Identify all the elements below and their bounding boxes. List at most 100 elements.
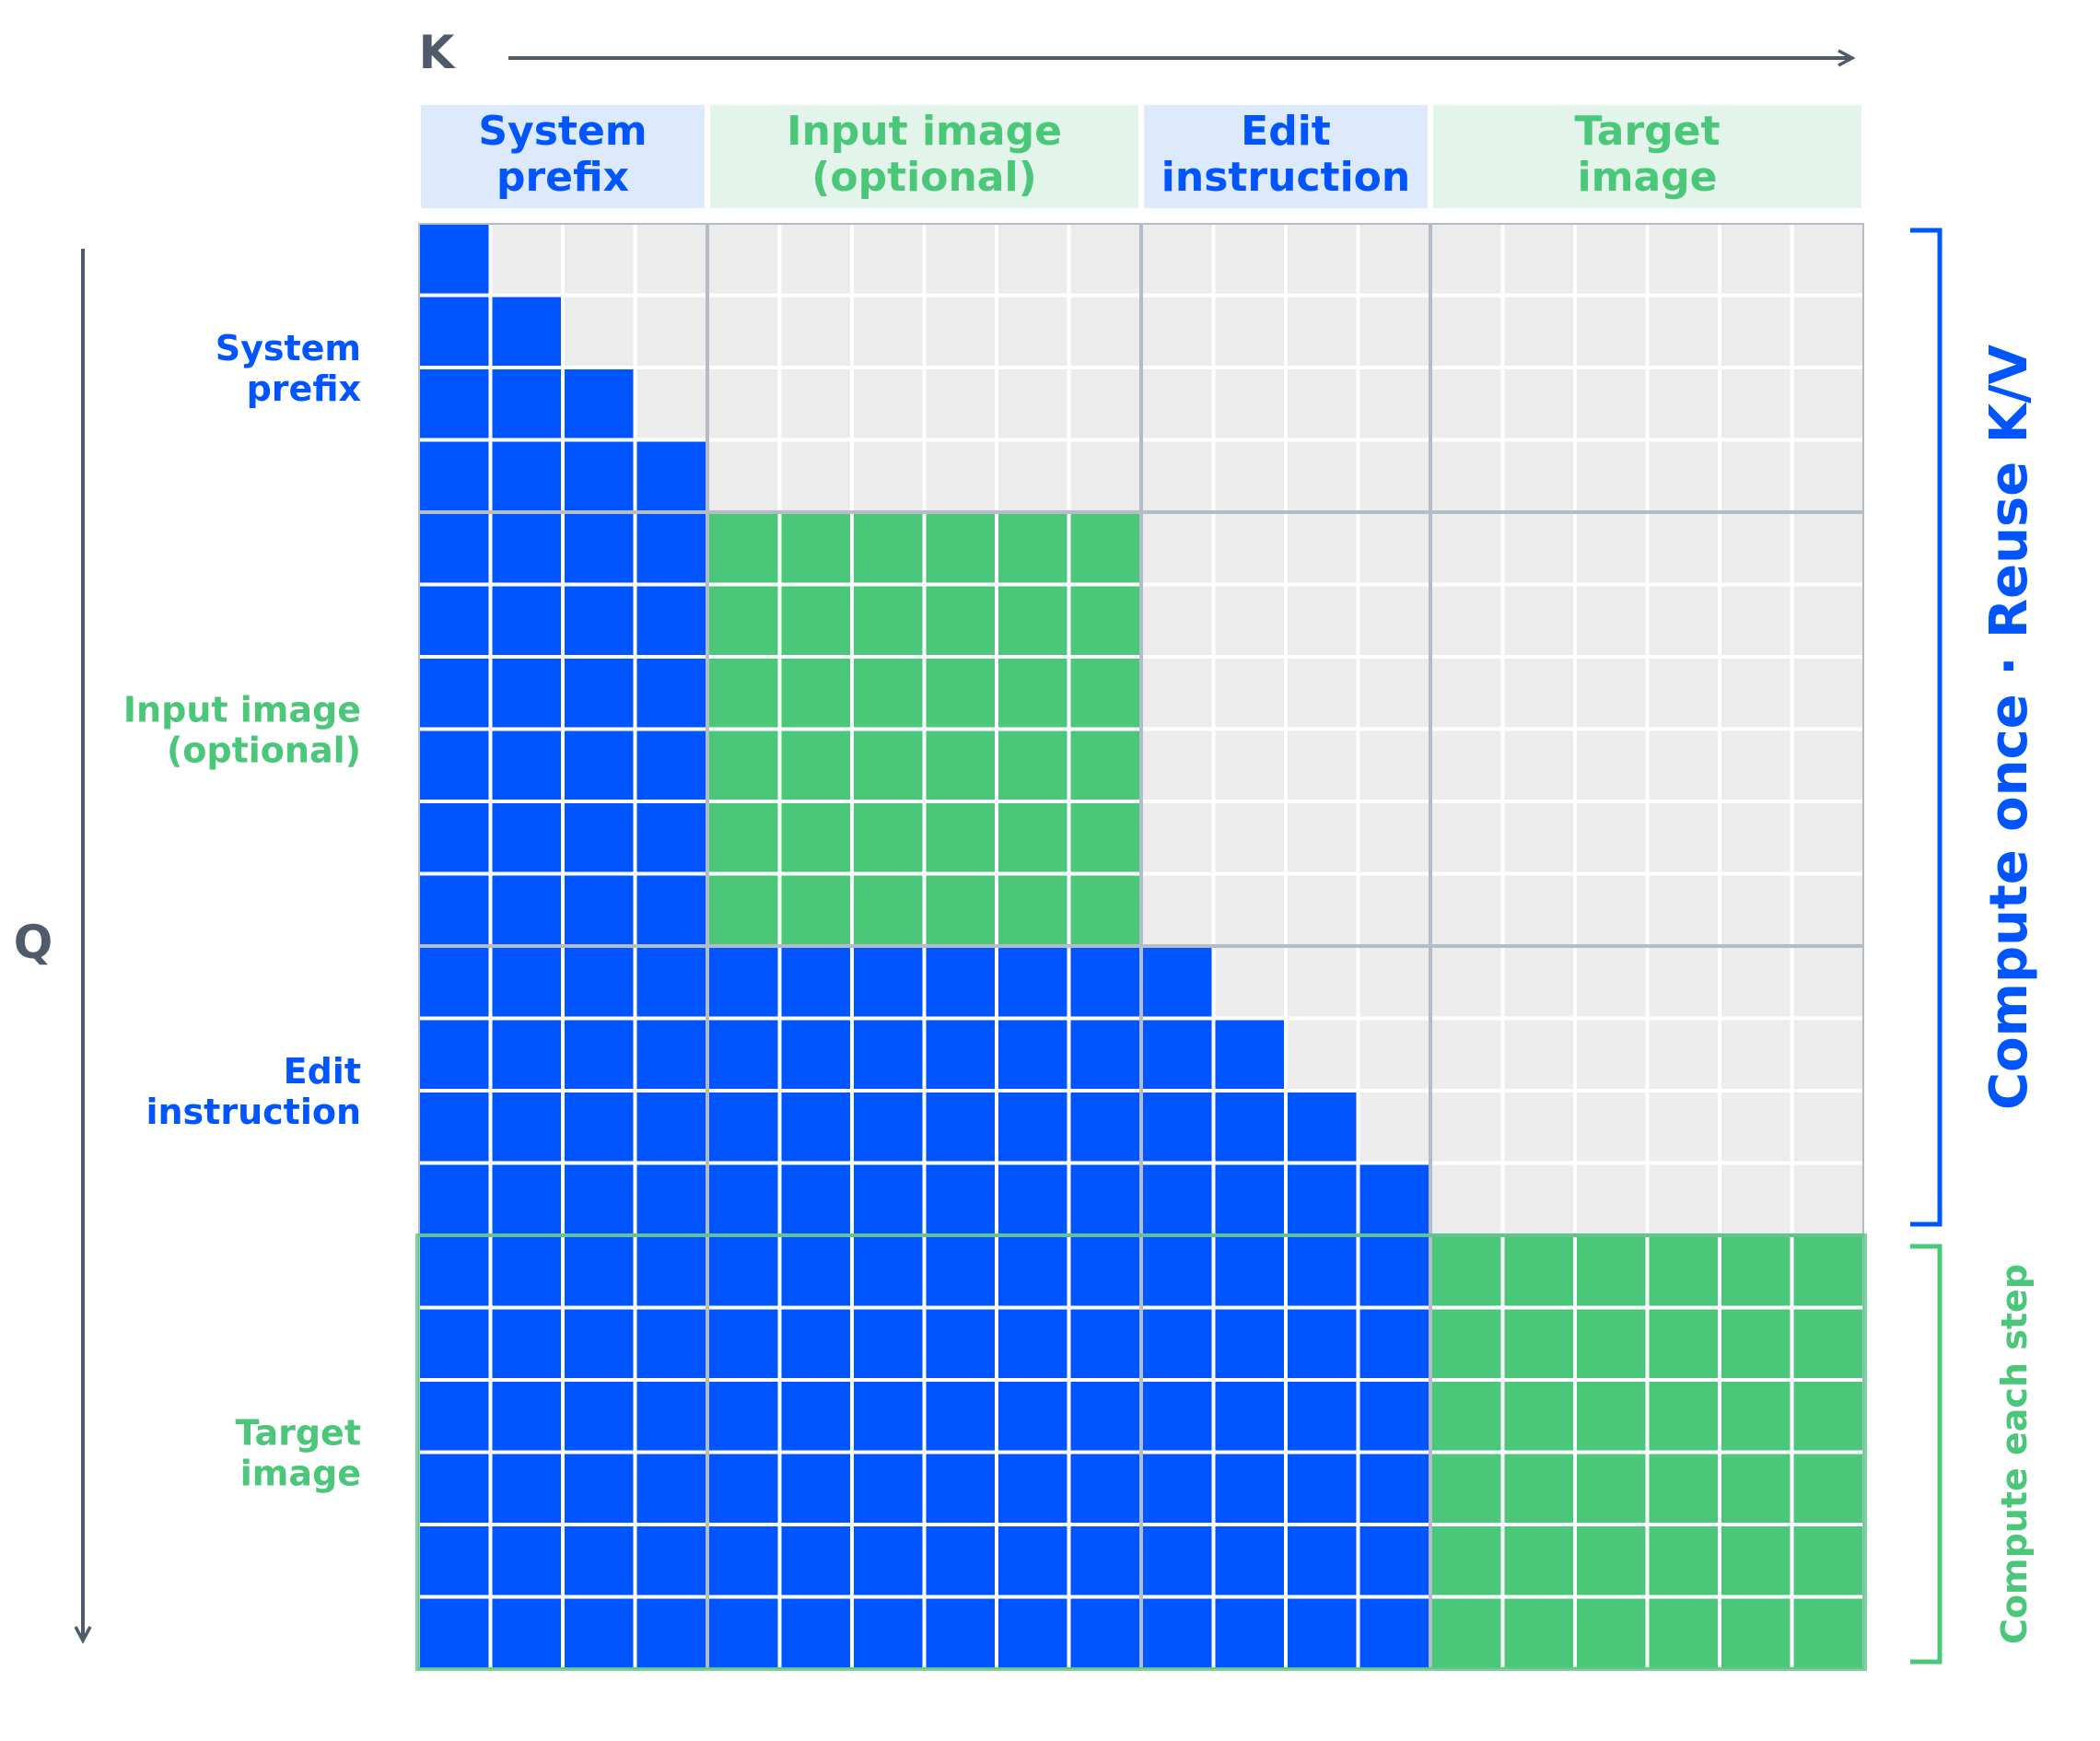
matrix-cell <box>1432 369 1501 438</box>
matrix-cell <box>1649 1598 1718 1667</box>
column-header-target-image: image <box>1578 154 1718 201</box>
matrix-cell <box>1721 1164 1791 1233</box>
matrix-cell <box>1070 730 1139 800</box>
matrix-cell <box>492 1382 561 1451</box>
matrix-cell <box>1577 1164 1646 1233</box>
matrix-cell <box>1504 875 1573 944</box>
matrix-cell <box>998 1093 1068 1162</box>
matrix-cell <box>492 586 561 655</box>
matrix-cell <box>492 369 561 438</box>
matrix-cell <box>998 948 1068 1017</box>
target-query-band <box>415 1233 1867 1671</box>
matrix-cell <box>1143 514 1212 583</box>
matrix-cell <box>1504 1598 1573 1667</box>
matrix-cell <box>1288 1164 1357 1233</box>
matrix-cell <box>1359 1237 1429 1306</box>
matrix-cell <box>1288 514 1357 583</box>
block-border <box>1141 223 1430 512</box>
matrix-cell <box>1577 1526 1646 1595</box>
matrix-cell <box>1432 586 1501 655</box>
matrix-cell <box>1143 659 1212 728</box>
matrix-cell <box>1721 1454 1791 1523</box>
matrix-cell <box>1215 441 1284 510</box>
matrix-cell <box>492 1309 561 1378</box>
matrix-cell <box>1359 1526 1429 1595</box>
reuse-bracket <box>1910 228 1942 1227</box>
matrix-cell <box>420 297 489 366</box>
matrix-cell <box>1070 948 1139 1017</box>
matrix-cell <box>420 730 489 800</box>
matrix-cell <box>1504 225 1573 294</box>
matrix-cell <box>1432 1020 1501 1089</box>
matrix-cell <box>781 1020 850 1089</box>
matrix-cell <box>1504 1454 1573 1523</box>
matrix-cell <box>1649 1454 1718 1523</box>
matrix-cell <box>420 1382 489 1451</box>
matrix-cell <box>636 1598 706 1667</box>
k-axis-label: K <box>419 26 457 79</box>
matrix-cell <box>709 441 778 510</box>
matrix-cell <box>709 225 778 294</box>
matrix-cell <box>1504 803 1573 872</box>
matrix-cell <box>1577 514 1646 583</box>
matrix-cell <box>1143 803 1212 872</box>
matrix-cell <box>1288 659 1357 728</box>
matrix-cell <box>565 659 634 728</box>
matrix-cell <box>636 1454 706 1523</box>
matrix-cell <box>1143 441 1212 510</box>
matrix-cell <box>1070 369 1139 438</box>
matrix-cell <box>1143 1454 1212 1523</box>
matrix-cell <box>709 1598 778 1667</box>
matrix-cell <box>565 730 634 800</box>
matrix-cell <box>1793 875 1862 944</box>
matrix-cell <box>1793 1020 1862 1089</box>
matrix-cell <box>565 1526 634 1595</box>
matrix-cell <box>1215 225 1284 294</box>
matrix-cell <box>1288 1020 1357 1089</box>
matrix-cell <box>1143 1237 1212 1306</box>
matrix-cell <box>1070 659 1139 728</box>
matrix-cell <box>1649 659 1718 728</box>
matrix-cell <box>1577 225 1646 294</box>
brackets: Compute once · Reuse K/V Compute each ste… <box>1910 228 2039 1665</box>
matrix-cell <box>420 948 489 1017</box>
matrix-cell <box>1143 1526 1212 1595</box>
block-border <box>418 512 707 946</box>
matrix-cell <box>420 1598 489 1667</box>
matrix-cell <box>1432 730 1501 800</box>
matrix-cell <box>1359 1382 1429 1451</box>
matrix-cell <box>1432 875 1501 944</box>
matrix-cell <box>1070 1020 1139 1089</box>
matrix-cell <box>492 659 561 728</box>
matrix-cell <box>998 1020 1068 1089</box>
matrix-cell <box>492 441 561 510</box>
matrix-cell <box>565 514 634 583</box>
matrix-cell <box>1359 586 1429 655</box>
matrix-cell <box>926 441 995 510</box>
matrix-cell <box>926 514 995 583</box>
matrix-cell <box>854 1020 923 1089</box>
matrix-cell <box>709 659 778 728</box>
matrix-cell <box>420 1093 489 1162</box>
matrix-cell <box>636 803 706 872</box>
matrix-cell <box>1721 1020 1791 1089</box>
matrix-cell <box>492 1598 561 1667</box>
matrix-cell <box>1577 586 1646 655</box>
matrix-cell <box>1504 1020 1573 1089</box>
matrix-cell <box>636 225 706 294</box>
matrix-cell <box>636 1020 706 1089</box>
matrix-cell <box>854 369 923 438</box>
matrix-cell <box>1577 1598 1646 1667</box>
matrix-cell <box>1721 1526 1791 1595</box>
matrix-cell <box>926 1526 995 1595</box>
matrix-cell <box>1649 1382 1718 1451</box>
block-border <box>1430 512 1864 946</box>
matrix-cell <box>1215 297 1284 366</box>
matrix-cell <box>1359 803 1429 872</box>
matrix-cell <box>420 1526 489 1595</box>
matrix-cell <box>854 1598 923 1667</box>
matrix-cell <box>1649 1237 1718 1306</box>
reuse-kv-label: Compute once · Reuse K/V <box>1979 344 2039 1110</box>
column-header-system-prefix: prefix <box>496 154 629 201</box>
